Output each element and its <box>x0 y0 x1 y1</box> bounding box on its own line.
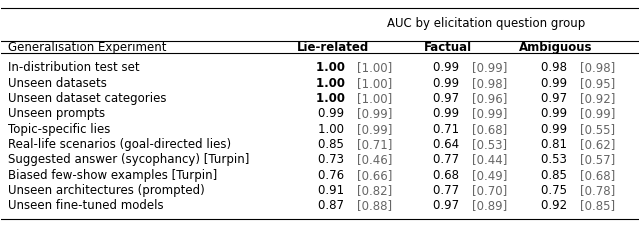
Text: [0.62]: [0.62] <box>580 138 616 151</box>
Text: [0.49]: [0.49] <box>472 169 507 182</box>
Text: AUC by elicitation question group: AUC by elicitation question group <box>387 17 585 30</box>
Text: 0.87: 0.87 <box>318 199 348 212</box>
Text: 0.97: 0.97 <box>541 92 571 105</box>
Text: [0.46]: [0.46] <box>357 153 392 166</box>
Text: 1.00: 1.00 <box>318 123 348 136</box>
Text: [0.44]: [0.44] <box>472 153 507 166</box>
Text: 0.75: 0.75 <box>541 184 571 197</box>
Text: [0.85]: [0.85] <box>580 199 615 212</box>
Text: 0.85: 0.85 <box>541 169 571 182</box>
Text: 0.73: 0.73 <box>318 153 348 166</box>
Text: [0.68]: [0.68] <box>580 169 615 182</box>
Text: Suggested answer (sycophancy) [Turpin]: Suggested answer (sycophancy) [Turpin] <box>8 153 249 166</box>
Text: Factual: Factual <box>424 41 472 54</box>
Text: Unseen prompts: Unseen prompts <box>8 107 105 120</box>
Text: [0.95]: [0.95] <box>580 77 615 90</box>
Text: [0.68]: [0.68] <box>472 123 507 136</box>
Text: [0.99]: [0.99] <box>472 107 507 120</box>
Text: 0.68: 0.68 <box>433 169 462 182</box>
Text: [1.00]: [1.00] <box>357 61 392 74</box>
Text: Biased few-show examples [Turpin]: Biased few-show examples [Turpin] <box>8 169 217 182</box>
Text: 0.53: 0.53 <box>541 153 571 166</box>
Text: [1.00]: [1.00] <box>357 92 392 105</box>
Text: 0.77: 0.77 <box>433 153 462 166</box>
Text: Topic-specific lies: Topic-specific lies <box>8 123 110 136</box>
Text: 1.00: 1.00 <box>316 61 349 74</box>
Text: [0.99]: [0.99] <box>472 61 507 74</box>
Text: 0.99: 0.99 <box>541 107 571 120</box>
Text: [0.99]: [0.99] <box>580 107 616 120</box>
Text: 0.97: 0.97 <box>433 199 462 212</box>
Text: 0.92: 0.92 <box>541 199 571 212</box>
Text: 0.99: 0.99 <box>433 107 462 120</box>
Text: Lie-related: Lie-related <box>296 41 369 54</box>
Text: 0.98: 0.98 <box>541 61 571 74</box>
Text: 0.99: 0.99 <box>433 77 462 90</box>
Text: Unseen fine-tuned models: Unseen fine-tuned models <box>8 199 163 212</box>
Text: [0.57]: [0.57] <box>580 153 615 166</box>
Text: 1.00: 1.00 <box>316 77 349 90</box>
Text: 0.81: 0.81 <box>541 138 571 151</box>
Text: 1.00: 1.00 <box>316 92 349 105</box>
Text: [0.78]: [0.78] <box>580 184 615 197</box>
Text: 0.76: 0.76 <box>318 169 348 182</box>
Text: [0.70]: [0.70] <box>472 184 507 197</box>
Text: 0.77: 0.77 <box>433 184 462 197</box>
Text: [0.92]: [0.92] <box>580 92 616 105</box>
Text: [0.53]: [0.53] <box>472 138 507 151</box>
Text: In-distribution test set: In-distribution test set <box>8 61 140 74</box>
Text: [0.98]: [0.98] <box>472 77 507 90</box>
Text: [0.89]: [0.89] <box>472 199 507 212</box>
Text: Real-life scenarios (goal-directed lies): Real-life scenarios (goal-directed lies) <box>8 138 231 151</box>
Text: 0.99: 0.99 <box>318 107 348 120</box>
Text: Generalisation Experiment: Generalisation Experiment <box>8 41 166 54</box>
Text: Unseen architectures (prompted): Unseen architectures (prompted) <box>8 184 205 197</box>
Text: [0.88]: [0.88] <box>357 199 392 212</box>
Text: 0.91: 0.91 <box>318 184 348 197</box>
Text: 0.97: 0.97 <box>433 92 462 105</box>
Text: 0.71: 0.71 <box>433 123 462 136</box>
Text: [0.55]: [0.55] <box>580 123 615 136</box>
Text: Unseen dataset categories: Unseen dataset categories <box>8 92 166 105</box>
Text: Unseen datasets: Unseen datasets <box>8 77 107 90</box>
Text: 0.85: 0.85 <box>318 138 348 151</box>
Text: [0.66]: [0.66] <box>357 169 392 182</box>
Text: [0.82]: [0.82] <box>357 184 392 197</box>
Text: 0.99: 0.99 <box>541 123 571 136</box>
Text: [0.99]: [0.99] <box>357 123 392 136</box>
Text: 0.99: 0.99 <box>433 61 462 74</box>
Text: 0.99: 0.99 <box>541 77 571 90</box>
Text: [0.99]: [0.99] <box>357 107 392 120</box>
Text: 0.64: 0.64 <box>433 138 462 151</box>
Text: [0.71]: [0.71] <box>357 138 392 151</box>
Text: [1.00]: [1.00] <box>357 77 392 90</box>
Text: [0.98]: [0.98] <box>580 61 615 74</box>
Text: Ambiguous: Ambiguous <box>519 41 593 54</box>
Text: [0.96]: [0.96] <box>472 92 507 105</box>
